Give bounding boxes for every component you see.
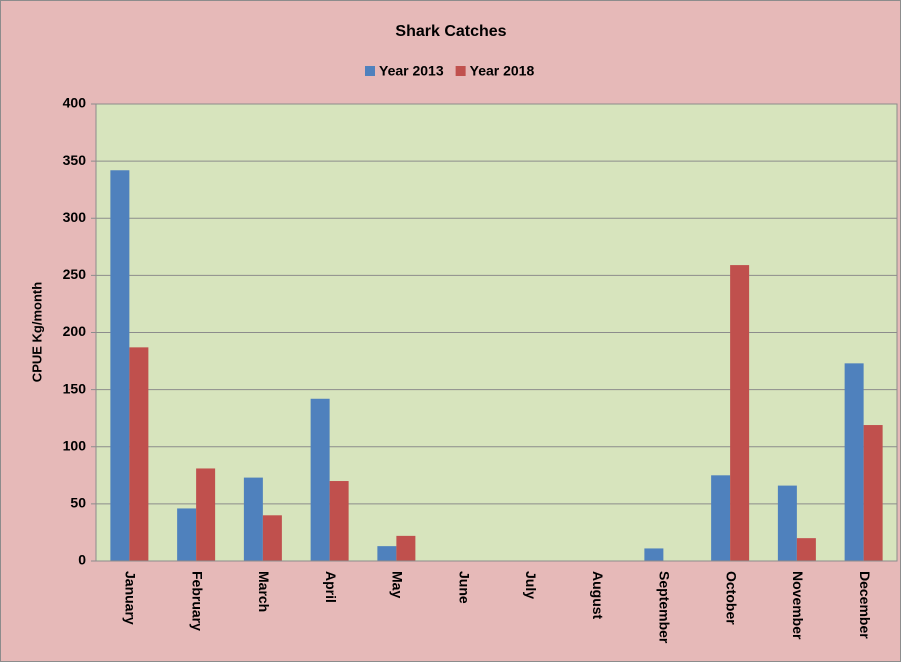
bar <box>196 468 216 561</box>
bar <box>863 425 883 561</box>
y-tick-label: 250 <box>63 266 87 282</box>
bar <box>377 546 397 561</box>
y-tick-label: 350 <box>63 152 87 168</box>
bar <box>243 477 263 561</box>
x-tick-label: October <box>723 571 739 625</box>
bar <box>644 548 664 561</box>
legend-label: Year 2013 <box>379 63 444 79</box>
x-tick-label: December <box>857 571 873 639</box>
legend-swatch <box>455 66 466 76</box>
y-tick-label: 400 <box>63 95 87 111</box>
x-tick-label: August <box>590 571 606 620</box>
y-tick-label: 150 <box>63 380 87 396</box>
bar <box>777 485 797 561</box>
legend-swatch <box>365 66 375 76</box>
y-tick-label: 0 <box>78 552 86 568</box>
x-tick-label: March <box>256 571 272 612</box>
x-tick-label: September <box>657 571 673 644</box>
bar <box>796 538 816 561</box>
x-tick-label: April <box>323 571 339 603</box>
x-tick-label: November <box>790 571 806 640</box>
x-tick-label: January <box>123 571 139 625</box>
bar <box>711 475 731 561</box>
x-tick-label: June <box>456 571 472 604</box>
chart-title: Shark Catches <box>395 23 506 40</box>
bar <box>110 170 130 561</box>
bar <box>177 508 197 561</box>
y-tick-label: 100 <box>63 437 87 453</box>
bar <box>396 535 416 561</box>
x-tick-label: February <box>189 571 205 631</box>
x-tick-label: May <box>390 571 406 598</box>
y-tick-label: 300 <box>63 209 87 225</box>
bar <box>262 515 282 561</box>
bar <box>310 398 330 561</box>
legend-label: Year 2018 <box>470 63 535 79</box>
y-tick-label: 50 <box>70 495 86 511</box>
y-tick-label: 200 <box>63 323 87 339</box>
bar <box>329 481 349 561</box>
bar <box>730 265 750 561</box>
x-tick-label: July <box>523 571 539 599</box>
bar <box>844 363 864 561</box>
y-axis-label: CPUE Kg/month <box>29 282 44 382</box>
bar <box>129 347 149 561</box>
